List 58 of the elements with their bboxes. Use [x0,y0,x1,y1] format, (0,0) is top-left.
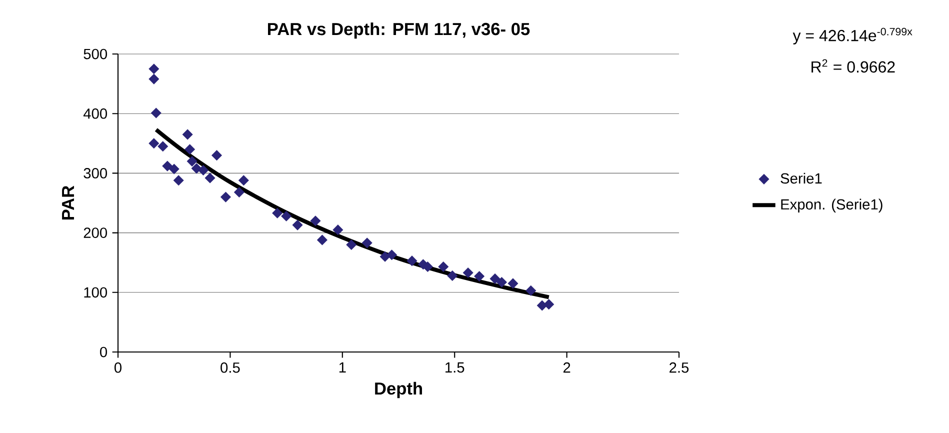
point [148,64,160,74]
point [272,208,283,218]
point [186,156,198,166]
point [526,285,536,296]
chart-title: PAR vs Depth: PFM 117, v36- 05 [268,22,530,39]
point [220,192,231,202]
point [496,277,507,288]
point [508,278,518,289]
point [292,220,303,230]
y-tick-label: 400 [83,108,108,119]
point [212,150,222,160]
point [281,210,292,222]
point [332,224,344,235]
x-tick-label: 1.5 [446,362,464,373]
point [234,187,244,198]
point [462,268,474,278]
point [184,144,195,155]
x-tick-label: 0.5 [220,362,240,373]
point [438,262,449,272]
y-axis-title: PAR [62,186,74,220]
legend-label: Serie1 [780,172,822,184]
x-tick-label: 2 [563,362,570,373]
line-series [154,128,551,300]
point [204,172,216,184]
legend-label: Expon. (Serie1) [781,198,882,212]
text: y = 426.14e$^{-0.799x}$ [792,28,912,44]
y-tick-label: 200 [84,228,108,238]
x-tick-label: 0 [114,362,122,373]
point [422,262,433,272]
point [162,160,173,172]
point [406,256,418,266]
y-tick-label: 300 [84,168,108,178]
point [380,251,390,262]
point [490,274,500,284]
point [346,240,357,250]
point [173,175,184,186]
x-tick-label: 1 [339,362,346,372]
point [544,299,554,310]
x-tick-label: 2.5 [670,362,689,373]
point [362,238,372,248]
point [447,270,458,281]
point [182,129,193,140]
point [238,175,249,186]
point [310,216,321,226]
point [158,141,168,152]
point [150,108,162,118]
point [474,271,484,282]
text: R$^{2}$ = 0.9662 [812,59,895,73]
y-tick-label: 0 [100,346,108,358]
y-tick-label: 100 [84,287,108,298]
point [148,138,160,149]
y-tick-label: 500 [84,48,108,60]
point [317,234,328,246]
point [198,165,208,176]
point [386,250,397,260]
point [168,164,180,174]
x-axis-title: Depth [375,382,422,398]
point [148,74,160,84]
